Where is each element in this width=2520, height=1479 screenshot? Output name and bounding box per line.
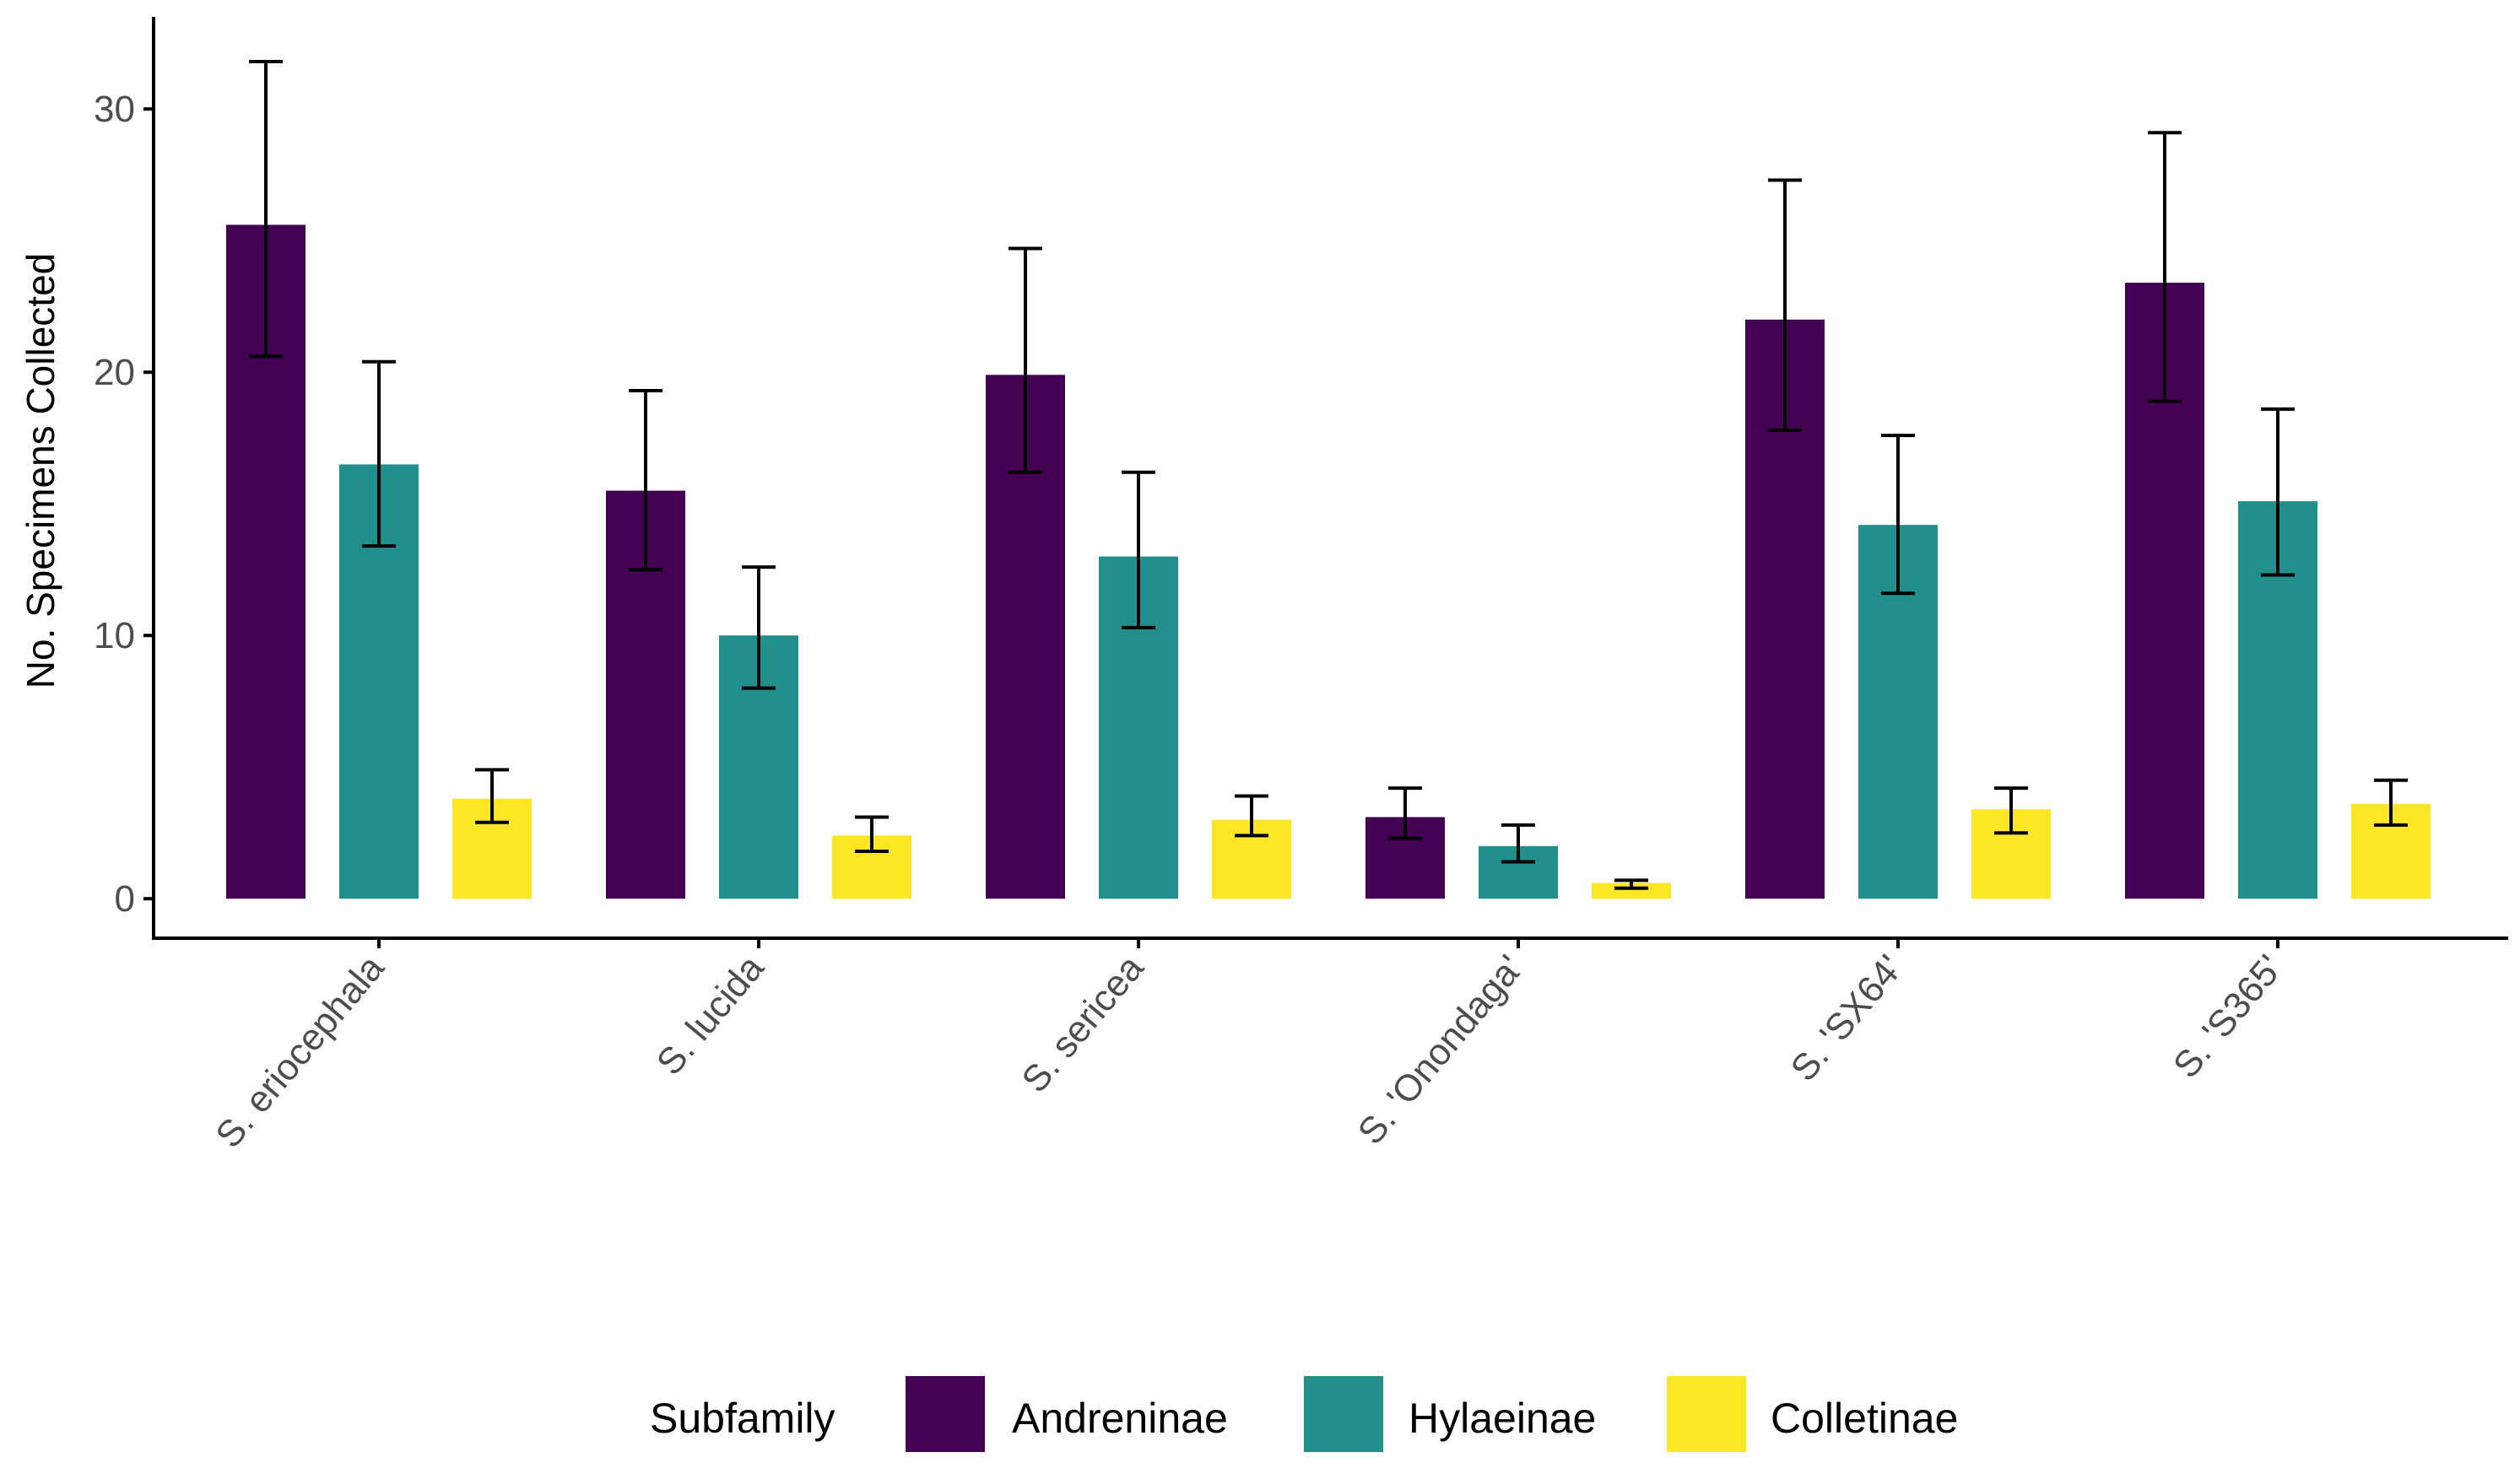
- legend-label-colletinae: Colletinae: [1771, 1395, 1958, 1442]
- bars-layer: [226, 224, 2431, 899]
- y-tick-label: 30: [94, 89, 135, 130]
- x-tick-label-s-lucida: S. lucida: [649, 947, 772, 1083]
- bar-colletinae-s-onondaga: [1592, 883, 1671, 899]
- y-tick-label: 10: [94, 615, 135, 656]
- y-axis-label: No. Specimens Collected: [19, 253, 62, 688]
- x-tick-label-s-sx64: S. 'SX64': [1783, 947, 1912, 1089]
- x-axis-ticks: S. eriocephala S. lucida S. sericea S. 'Ono…: [208, 938, 2291, 1156]
- y-tick-label: 0: [115, 878, 135, 920]
- x-tick-label-s-eriocephala: S. eriocephala: [208, 947, 392, 1156]
- legend-key-andreninae: [906, 1376, 985, 1452]
- legend-key-hylaeinae: [1304, 1376, 1383, 1452]
- legend-label-andreninae: Andreninae: [1012, 1395, 1228, 1442]
- y-axis-ticks: 0 10 20 30: [94, 89, 154, 920]
- axes-layer: [152, 17, 2508, 940]
- legend-title: Subfamily: [650, 1395, 835, 1442]
- x-tick-label-s-onondaga: S. 'Onondaga': [1350, 947, 1532, 1152]
- legend-key-colletinae: [1667, 1376, 1746, 1452]
- error-bars-layer: [249, 60, 2408, 890]
- legend-label-hylaeinae: Hylaeinae: [1409, 1395, 1596, 1442]
- legend-items: Andreninae Hylaeinae Colletinae: [906, 1376, 1958, 1452]
- x-tick-label-s-s365: S. 'S365': [2166, 947, 2291, 1086]
- legend: Subfamily Andreninae Hylaeinae Colletinae: [650, 1376, 1958, 1452]
- y-tick-label: 20: [94, 352, 135, 393]
- x-tick-label-s-sericea: S. sericea: [1014, 947, 1152, 1101]
